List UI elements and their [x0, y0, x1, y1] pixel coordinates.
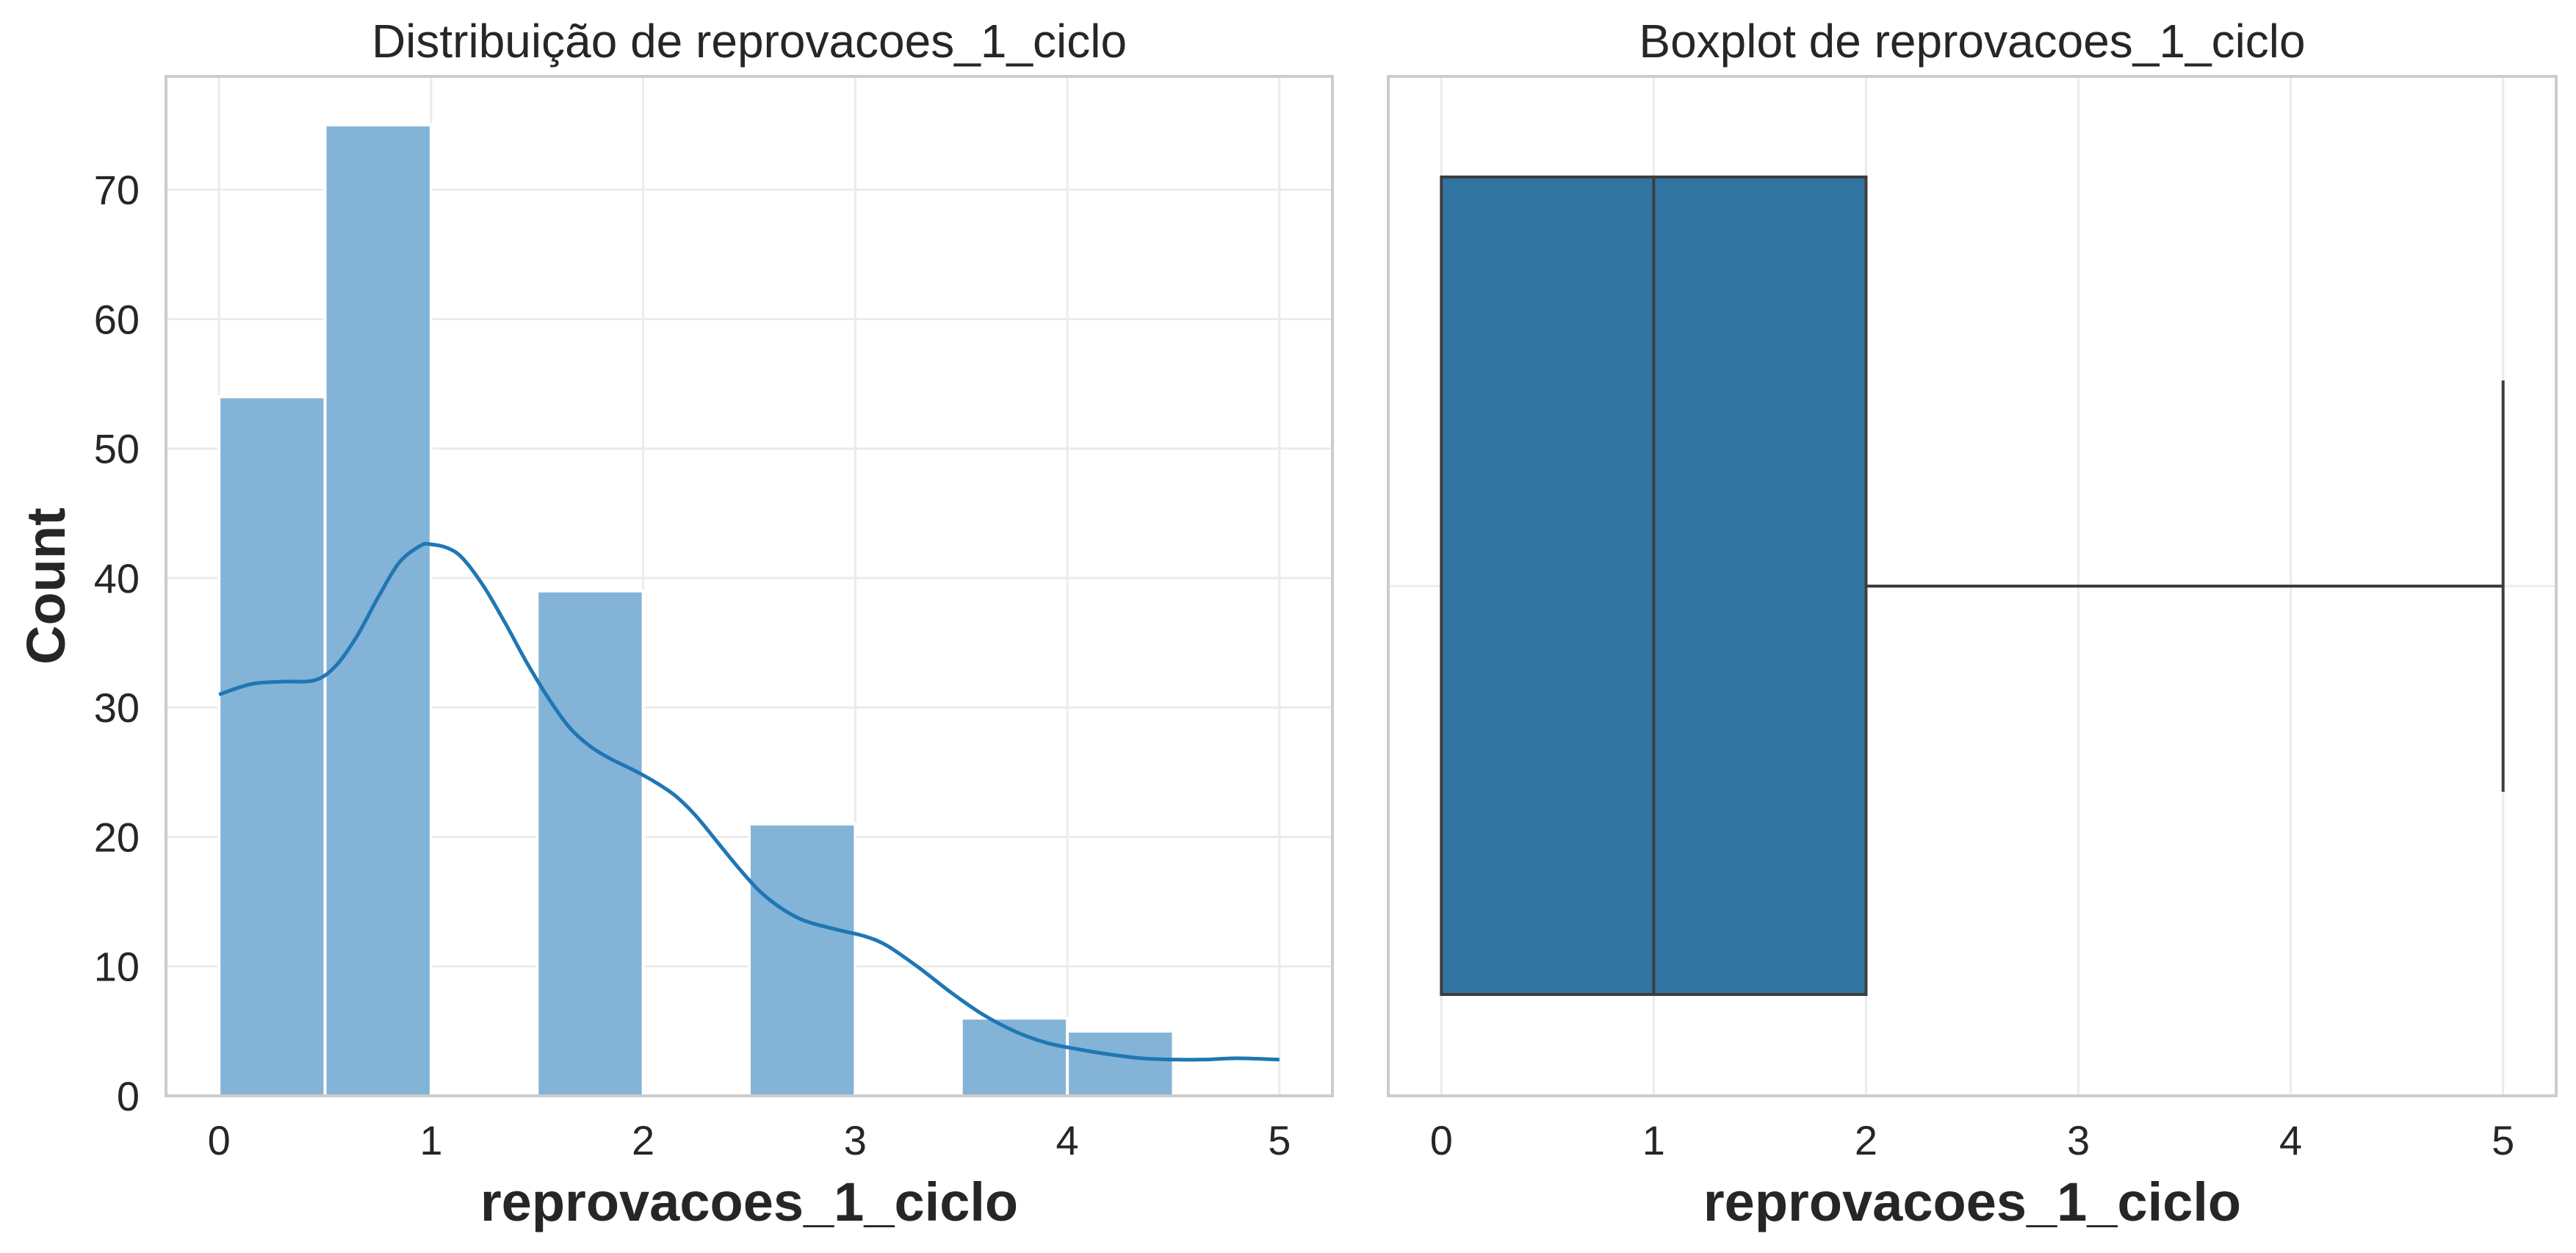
- x-tick-label: 3: [2067, 1117, 2090, 1163]
- histogram-y-axis-label: Count: [15, 508, 76, 665]
- boxplot-x-tick-labels: 0 1 2 3 4 5: [1430, 1117, 2515, 1163]
- y-tick-label: 50: [94, 426, 140, 472]
- boxplot-panel: 0 1 2 3 4 5 Boxplot de reprovacoes_1_ciclo re…: [1387, 15, 2558, 1232]
- histogram-frame: [165, 75, 1334, 1097]
- histogram-bars: [217, 123, 1175, 1098]
- x-tick-label: 0: [1430, 1117, 1453, 1163]
- y-tick-label: 0: [117, 1073, 140, 1119]
- y-tick-label: 10: [94, 944, 140, 990]
- x-tick-label: 2: [1855, 1117, 1877, 1163]
- histogram-title: Distribuição de reprovacoes_1_ciclo: [372, 15, 1127, 68]
- x-tick-label: 4: [2279, 1117, 2302, 1163]
- boxplot-x-axis-label: reprovacoes_1_ciclo: [1703, 1171, 2241, 1232]
- y-tick-label: 20: [94, 814, 140, 860]
- histogram-bar: [217, 395, 327, 1097]
- x-tick-label: 0: [208, 1117, 231, 1163]
- y-tick-label: 70: [94, 167, 140, 213]
- y-tick-label: 40: [94, 555, 140, 602]
- histogram-bar: [1066, 1029, 1175, 1098]
- y-tick-label: 60: [94, 296, 140, 342]
- histogram-x-axis-label: reprovacoes_1_ciclo: [480, 1171, 1018, 1232]
- x-tick-label: 3: [844, 1117, 867, 1163]
- boxplot-title: Boxplot de reprovacoes_1_ciclo: [1639, 15, 2305, 68]
- histogram-bar: [323, 123, 433, 1098]
- histogram-y-tick-labels: 0 10 20 30 40 50 60 70: [94, 167, 140, 1119]
- x-tick-label: 4: [1056, 1117, 1079, 1163]
- histogram-bar: [748, 822, 857, 1098]
- x-tick-label: 5: [1268, 1117, 1291, 1163]
- kde-curve: [218, 541, 1280, 1062]
- x-tick-label: 1: [1642, 1117, 1665, 1163]
- boxplot-shapes: [1440, 176, 2505, 996]
- histogram-x-tick-labels: 0 1 2 3 4 5: [208, 1117, 1291, 1163]
- histogram-panel: 0 1 2 3 4 5 0 10 20 30 40 50 60 70 Distribuição de r…: [15, 15, 1334, 1232]
- y-tick-label: 30: [94, 685, 140, 731]
- x-tick-label: 5: [2492, 1117, 2514, 1163]
- x-tick-label: 2: [632, 1117, 654, 1163]
- histogram-bar: [535, 589, 645, 1097]
- x-tick-label: 1: [419, 1117, 442, 1163]
- boxplot-frame: [1387, 75, 2558, 1097]
